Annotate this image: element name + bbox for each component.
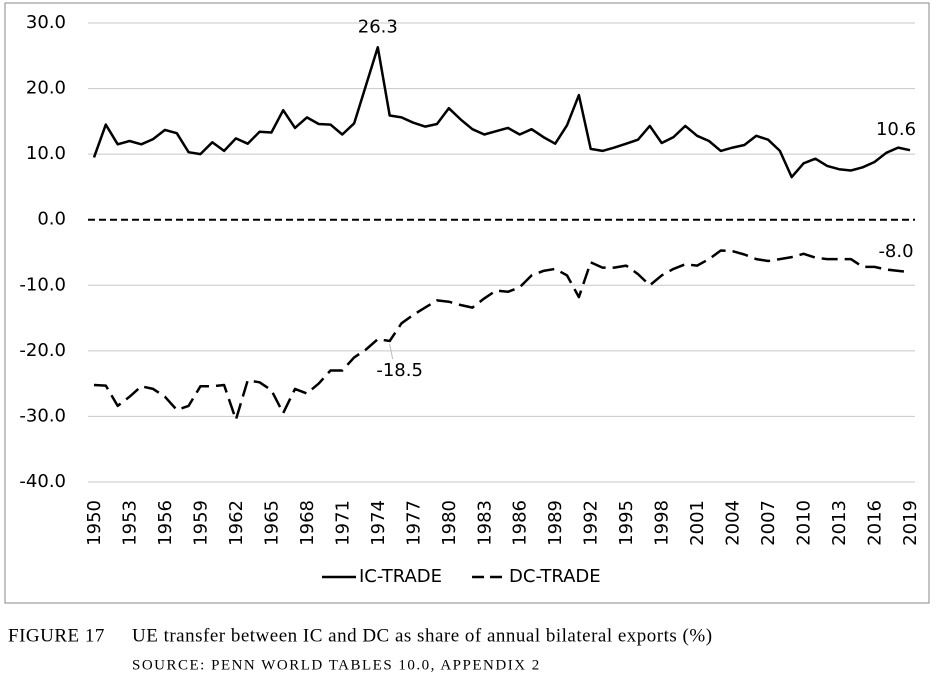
y-tick-label: 0.0	[37, 209, 66, 230]
data-label: -8.0	[878, 241, 913, 262]
x-tick-label: 2004	[723, 500, 744, 546]
series-line	[93, 249, 911, 421]
y-tick-label: -40.0	[19, 471, 66, 492]
x-tick-label: 2007	[758, 500, 779, 546]
x-tick-label: 1974	[368, 500, 389, 546]
y-tick-label: 20.0	[26, 78, 66, 99]
x-tick-label: 1971	[332, 500, 353, 546]
y-tick-label: -30.0	[19, 405, 66, 426]
legend-label: IC-TRADE	[359, 566, 442, 587]
x-tick-label: 1980	[439, 500, 460, 546]
y-tick-label: 30.0	[26, 12, 66, 33]
legend-label: DC-TRADE	[509, 566, 601, 587]
x-tick-label: 2013	[829, 500, 850, 546]
x-tick-label: 2001	[687, 500, 708, 546]
x-tick-label: 1962	[226, 500, 247, 546]
chart-frame	[4, 2, 930, 604]
data-label: -18.5	[376, 360, 423, 381]
y-tick-label: -20.0	[19, 340, 66, 361]
x-tick-label: 1968	[297, 500, 318, 546]
data-label: 26.3	[358, 16, 398, 37]
x-tick-label: 2010	[794, 500, 815, 546]
x-tick-label: 1959	[190, 500, 211, 546]
series-line	[92, 46, 911, 179]
y-tick-label: -10.0	[19, 274, 66, 295]
x-tick-label: 1992	[581, 500, 602, 546]
data-label: 10.6	[876, 119, 916, 140]
x-tick-label: 2019	[900, 500, 921, 546]
x-tick-label: 2016	[865, 500, 886, 546]
x-tick-label: 1986	[510, 500, 531, 546]
caption-source: SOURCE: PENN WORLD TABLES 10.0, APPENDIX…	[132, 657, 541, 673]
x-tick-label: 1983	[474, 500, 495, 546]
x-tick-label: 1977	[403, 500, 424, 546]
x-tick-label: 1989	[545, 500, 566, 546]
y-tick-label: 10.0	[26, 143, 66, 164]
x-tick-label: 1956	[155, 500, 176, 546]
x-tick-label: 1998	[652, 500, 673, 546]
caption-label: FIGURE 17	[8, 625, 105, 646]
caption-text: UE transfer between IC and DC as share o…	[132, 625, 713, 646]
x-tick-label: 1995	[616, 500, 637, 546]
x-tick-label: 1950	[84, 500, 105, 546]
x-tick-label: 1965	[261, 500, 282, 546]
x-tick-label: 1953	[119, 500, 140, 546]
label-leader	[389, 343, 394, 360]
